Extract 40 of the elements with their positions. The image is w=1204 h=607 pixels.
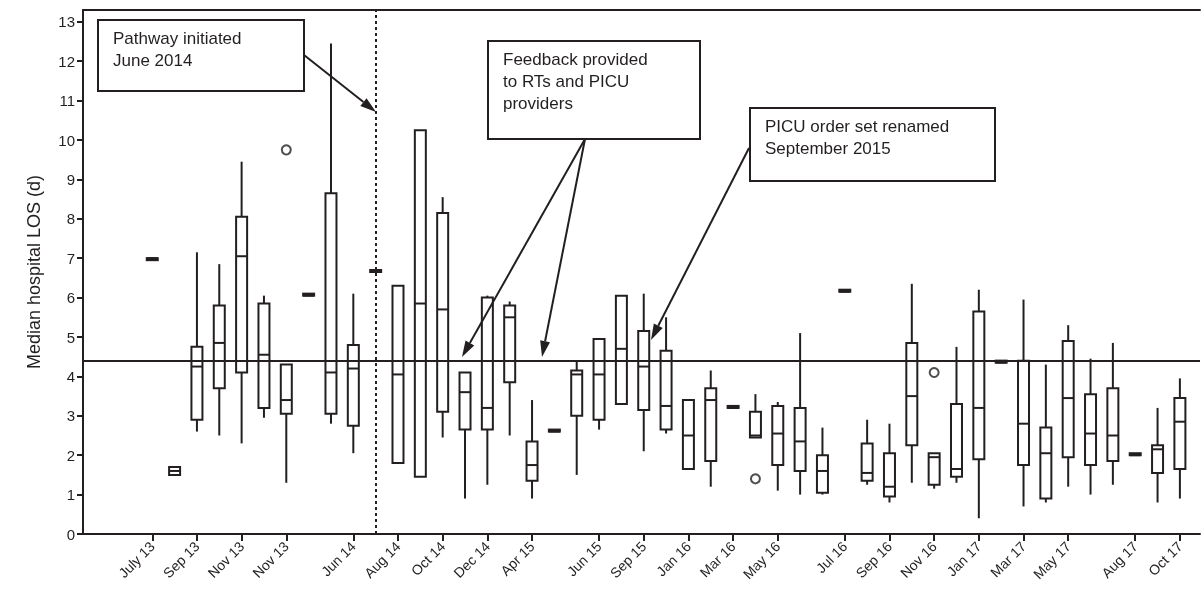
y-tick-label: 9	[66, 170, 75, 188]
y-axis-title: Median hospital LOS (d)	[24, 174, 44, 370]
y-tick-label: 1	[66, 486, 75, 504]
x-tick-label: Sep 13	[159, 538, 203, 581]
y-tick-label: 4	[66, 367, 75, 385]
x-tick-label: Jan 17	[943, 538, 985, 580]
y-tick-label: 7	[66, 249, 75, 267]
y-tick-label: 8	[66, 210, 75, 228]
x-tick-label: May 16	[739, 538, 784, 583]
annotation: PICU order set renamed September 2015	[749, 107, 996, 182]
x-tick-label: Apr 15	[497, 538, 538, 579]
y-tick-label: 2	[66, 446, 75, 464]
x-tick-label: Jun 15	[563, 538, 605, 580]
y-tick-label: 3	[66, 407, 75, 425]
x-tick-label: Sep 16	[852, 538, 896, 581]
y-tick-label: 10	[58, 131, 75, 149]
x-tick-label: Sep 15	[606, 538, 650, 581]
x-tick-label: Jun 14	[317, 538, 360, 580]
y-tick-label: 12	[58, 52, 75, 70]
y-tick-label: 13	[58, 13, 75, 31]
y-tick-label: 11	[59, 92, 75, 110]
x-tick-label: July 13	[115, 538, 159, 581]
y-tick-label: 6	[66, 289, 75, 307]
x-tick-label: Oct 17	[1145, 538, 1186, 579]
annotation: Feedback provided to RTs and PICU providers	[487, 40, 701, 140]
x-tick-label: Dec 14	[450, 538, 494, 581]
x-tick-label: Aug 14	[360, 538, 404, 581]
x-tick-label: Nov 13	[204, 538, 248, 581]
annotation: Pathway initiated June 2014	[97, 19, 305, 92]
y-tick-label: 5	[66, 328, 75, 346]
x-tick-label: Nov 16	[897, 538, 940, 581]
x-tick-label: Mar 16	[696, 538, 739, 581]
x-tick-label: May 17	[1030, 538, 1075, 583]
x-tick-label: Jan 16	[653, 538, 695, 580]
x-tick-label: Oct 14	[407, 538, 449, 579]
x-tick-label: Aug 17	[1098, 538, 1142, 581]
y-tick-label: 0	[66, 525, 75, 543]
x-tick-label: Mar 17	[987, 538, 1030, 581]
x-tick-label: Nov 13	[249, 538, 293, 581]
x-tick-label: Jul 16	[812, 538, 851, 577]
